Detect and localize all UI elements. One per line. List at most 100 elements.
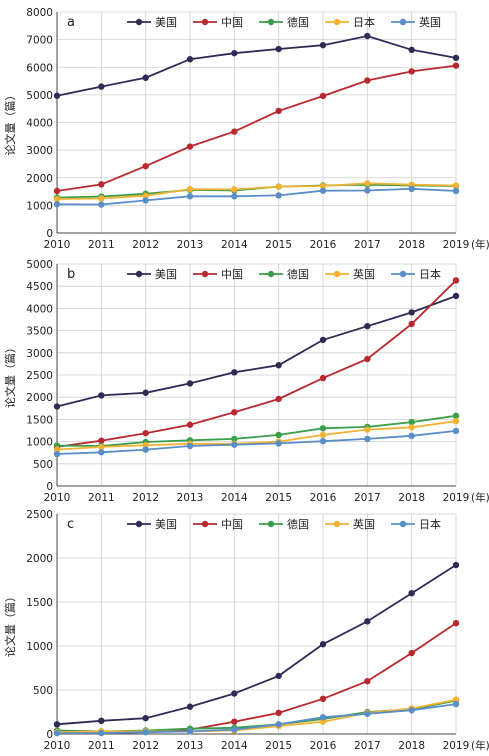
data-point xyxy=(142,446,149,453)
legend-entry: 英国 xyxy=(419,15,441,29)
data-point xyxy=(186,56,194,63)
data-point xyxy=(452,412,460,420)
x-tick-label: 2012 xyxy=(132,492,159,504)
series-line xyxy=(56,187,457,206)
x-tick-label: 2019 xyxy=(443,239,470,251)
x-tick-label: 2015 xyxy=(265,492,292,504)
data-point xyxy=(231,49,238,57)
data-point xyxy=(408,424,415,431)
legend-marker xyxy=(333,18,341,26)
y-tick-label: 0 xyxy=(46,228,53,240)
data-point xyxy=(319,641,327,648)
data-point xyxy=(319,92,327,100)
data-point xyxy=(142,389,149,396)
data-point xyxy=(408,46,415,54)
y-tick-label: 4500 xyxy=(26,281,53,293)
data-point xyxy=(275,721,282,728)
data-point xyxy=(275,45,282,53)
legend-entry: 德国 xyxy=(287,15,309,29)
data-point xyxy=(275,431,282,439)
x-tick-label: 2011 xyxy=(88,740,115,752)
legend-marker xyxy=(267,520,275,528)
data-point xyxy=(98,443,105,451)
x-tick-label: 2016 xyxy=(310,239,337,251)
data-point xyxy=(275,672,282,680)
legend-marker xyxy=(135,18,143,26)
data-point xyxy=(364,32,371,40)
data-point xyxy=(319,695,327,702)
data-point xyxy=(98,392,105,399)
data-point xyxy=(186,421,194,428)
y-tick-label: 0 xyxy=(46,729,53,741)
data-point xyxy=(452,54,460,62)
legend-entry: 日本 xyxy=(419,517,441,531)
data-point xyxy=(319,714,327,721)
x-tick-label: 2017 xyxy=(354,239,381,251)
data-point xyxy=(142,714,149,722)
data-point xyxy=(275,440,282,447)
data-point xyxy=(408,418,415,426)
series-line xyxy=(56,35,457,97)
x-tick-label: 2011 xyxy=(88,492,115,504)
data-point xyxy=(275,183,282,190)
legend-entry: 美国 xyxy=(155,518,177,531)
data-point xyxy=(452,619,460,627)
data-point xyxy=(231,369,238,376)
data-point xyxy=(53,187,61,195)
data-point xyxy=(319,336,327,344)
legend-entry: 中国 xyxy=(221,268,243,281)
x-tick-label: 2010 xyxy=(44,239,71,251)
legend: 美国 中国 德国 日本 英国 xyxy=(127,15,441,29)
data-point xyxy=(53,92,61,99)
data-point xyxy=(142,429,149,437)
y-axis-label: 论文量（篇） xyxy=(3,342,17,408)
x-tick-label: 2015 xyxy=(265,740,292,752)
data-point xyxy=(452,561,460,569)
legend-marker xyxy=(399,520,407,528)
data-point xyxy=(319,374,327,382)
series-line xyxy=(57,622,457,734)
data-point xyxy=(319,437,327,445)
y-tick-label: 2000 xyxy=(26,553,53,565)
data-point xyxy=(364,77,371,84)
panel-letter: a xyxy=(67,15,75,30)
legend-entry: 中国 xyxy=(221,16,243,29)
y-tick-label: 500 xyxy=(33,685,53,697)
x-tick-label: 2019 xyxy=(443,492,470,504)
series-line xyxy=(56,698,457,734)
x-tick-label: 2013 xyxy=(177,492,204,504)
data-point xyxy=(275,395,282,403)
data-point xyxy=(452,62,460,69)
y-axis-label: 论文量（篇） xyxy=(3,591,17,657)
y-tick-label: 2000 xyxy=(26,392,53,404)
panel-letter: b xyxy=(67,267,75,282)
y-tick-label: 2500 xyxy=(26,509,53,521)
legend-marker xyxy=(135,520,143,528)
x-tick-label: 2013 xyxy=(177,740,204,752)
legend-entry: 中国 xyxy=(221,518,243,531)
chart-panel-a: 0 1000 2000 3000 4000 5000 6000 7000 8000 2010 201… xyxy=(3,7,489,251)
y-tick-label: 1500 xyxy=(26,414,53,426)
legend-entry: 日本 xyxy=(353,15,375,29)
data-point xyxy=(275,107,282,115)
y-tick-label: 1500 xyxy=(26,597,53,609)
data-point xyxy=(231,193,238,200)
data-point xyxy=(364,180,371,187)
data-point xyxy=(186,380,194,387)
x-tick-label: 2010 xyxy=(44,740,71,752)
chart-panel-b: 0 500 1000 1500 2000 2500 3000 3500 4000 4500 5000… xyxy=(3,259,489,504)
data-point xyxy=(53,201,61,208)
data-point xyxy=(186,442,194,450)
data-point xyxy=(452,187,460,195)
data-point xyxy=(186,703,194,710)
x-tick-label: 2014 xyxy=(221,492,248,504)
data-point xyxy=(53,403,61,410)
x-tick-label: 2018 xyxy=(398,239,425,251)
data-point xyxy=(319,425,327,432)
x-axis-unit: (年) xyxy=(471,491,489,504)
y-tick-label: 8000 xyxy=(26,7,53,19)
data-point xyxy=(142,441,149,449)
data-point xyxy=(53,446,61,453)
y-tick-label: 500 xyxy=(33,459,53,471)
data-point xyxy=(142,192,149,199)
